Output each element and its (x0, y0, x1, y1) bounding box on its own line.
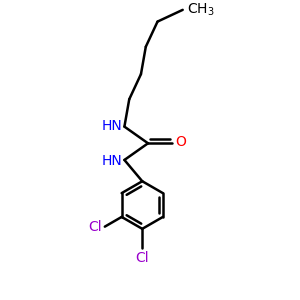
Text: HN: HN (102, 154, 122, 168)
Text: CH$_3$: CH$_3$ (187, 2, 214, 18)
Text: Cl: Cl (88, 220, 102, 234)
Text: Cl: Cl (135, 251, 149, 265)
Text: O: O (176, 135, 187, 149)
Text: HN: HN (102, 118, 122, 133)
